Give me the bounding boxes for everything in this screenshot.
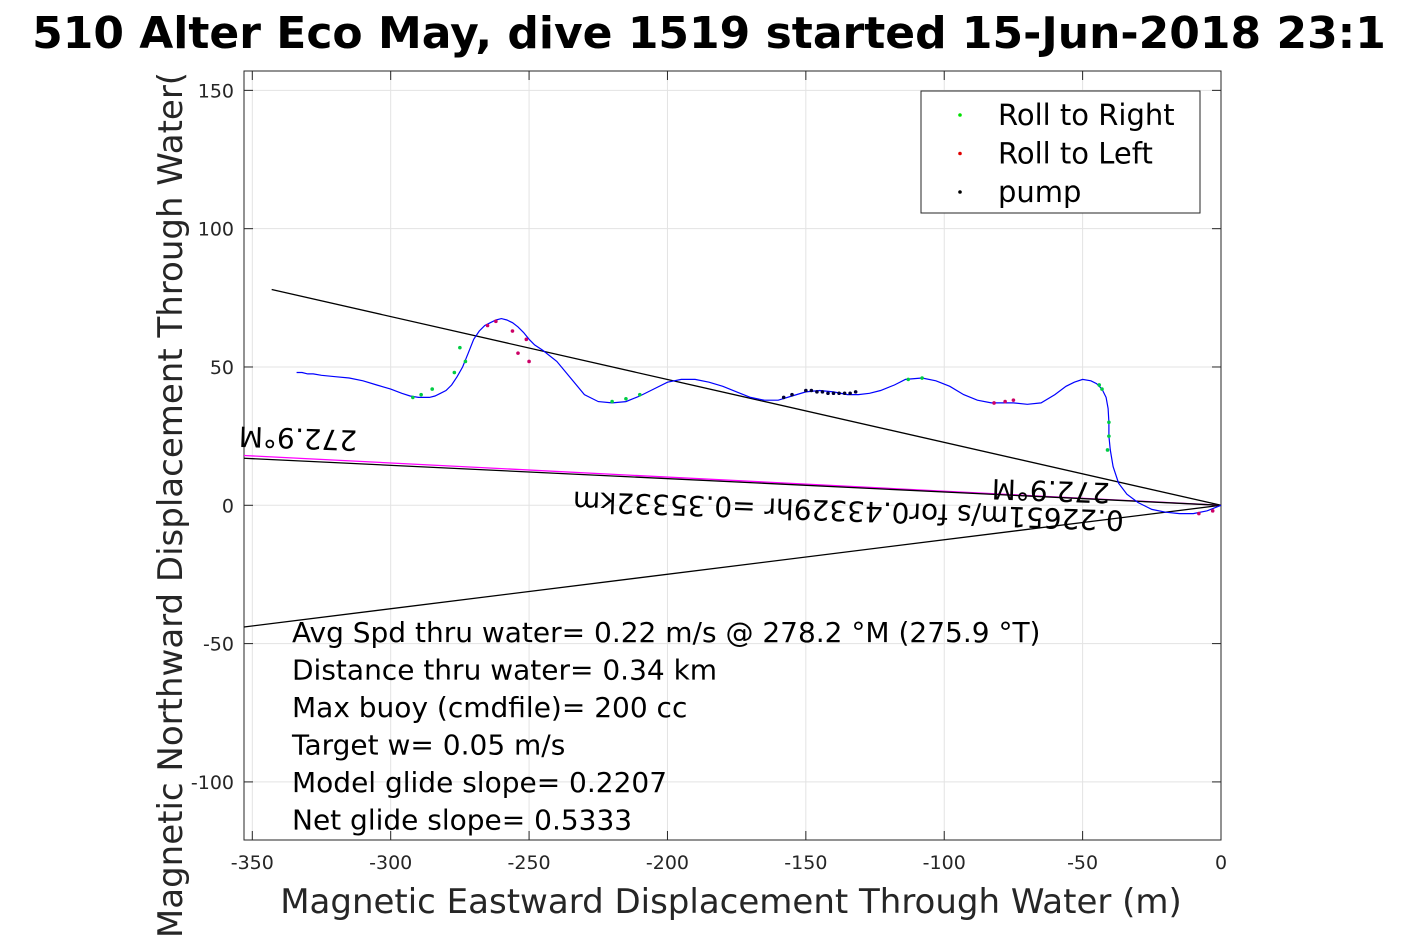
legend-marker: [958, 190, 962, 194]
heading-line: [271, 288, 1222, 506]
annotation-line: Max buoy (cmdfile)= 200 cc: [292, 691, 687, 724]
annotation-line: Model glide slope= 0.2207: [292, 766, 667, 799]
y-tick-label: 100: [198, 219, 234, 241]
axis-ticks: -350 -300 -250 -200 -150 -100 -50 0 -100 -50 0 50 10…: [191, 71, 1227, 874]
pump-point: [842, 391, 847, 396]
roll-right-point: [411, 395, 415, 400]
pump-point: [809, 388, 814, 393]
x-tick-label: 0: [1215, 852, 1227, 874]
rotated-label: 272.9°M: [991, 472, 1110, 509]
x-tick-label: -100: [923, 852, 966, 874]
annotation-line: Distance thru water= 0.34 km: [292, 654, 717, 687]
track: [296, 317, 1222, 516]
y-tick-label: 0: [222, 495, 234, 517]
pump-point: [815, 390, 819, 394]
legend-marker: [958, 113, 962, 117]
roll-left-point: [527, 359, 531, 364]
roll-right-point: [463, 359, 468, 364]
y-tick-label: -50: [203, 634, 234, 656]
x-axis-label: Magnetic Eastward Displacement Through W…: [280, 882, 1182, 922]
roll-left-point: [494, 319, 498, 324]
x-tick-label: -350: [231, 852, 274, 874]
roll-right-point: [624, 396, 628, 401]
pump-point: [804, 388, 808, 393]
annotation-line: Avg Spd thru water= 0.22 m/s @ 278.2 °M …: [292, 616, 1040, 649]
x-tick-label: -50: [1067, 852, 1098, 874]
roll-left-point: [1003, 399, 1007, 404]
legend: Roll to Right Roll to Left pump: [920, 90, 1201, 214]
pump-point: [831, 391, 836, 396]
pump-point: [820, 390, 825, 394]
summary-annotations: Avg Spd thru water= 0.22 m/s @ 278.2 °M …: [291, 616, 1040, 837]
annotation-line: Net glide slope= 0.5333: [292, 804, 632, 837]
roll-right-point: [430, 387, 435, 391]
roll-left-point: [516, 351, 520, 355]
pump-point: [853, 390, 858, 394]
legend-label: pump: [998, 175, 1081, 209]
roll-left-point: [992, 401, 996, 405]
annotation-line: Target w= 0.05 m/s: [291, 729, 565, 762]
roll-right-point: [1107, 434, 1111, 438]
roll-right-point: [1105, 448, 1110, 452]
x-tick-label: -250: [508, 852, 551, 874]
x-tick-label: -300: [369, 852, 412, 874]
pump-point: [837, 391, 841, 396]
legend-marker: [958, 151, 962, 156]
roll-left-point: [485, 323, 490, 328]
roll-right-point: [452, 370, 457, 375]
roll-right-point: [610, 399, 614, 404]
roll-right-point: [920, 376, 924, 380]
roll-right-point: [1100, 387, 1104, 391]
y-tick-label: 150: [198, 80, 234, 102]
legend-label: Roll to Left: [998, 137, 1153, 171]
heading-line: [243, 504, 1222, 628]
y-tick-label: 50: [210, 357, 234, 379]
reference-lines: [243, 288, 1222, 628]
rotated-label: 272.9°M: [238, 419, 357, 456]
y-tick-label: -100: [191, 772, 234, 794]
pump-point: [848, 391, 852, 396]
x-tick-label: -200: [646, 852, 689, 874]
chart-title: 510 Alter Eco May, dive 1519 started 15-…: [32, 8, 1386, 59]
mean-line-inner: [243, 457, 1222, 506]
roll-right-point: [1097, 383, 1102, 387]
pump-point: [826, 391, 830, 396]
pump-point: [790, 392, 794, 397]
x-tick-label: -150: [784, 852, 827, 874]
roll-right-point: [637, 392, 642, 397]
legend-label: Roll to Right: [998, 98, 1175, 132]
legend-box: [920, 90, 1201, 214]
roll-left-point: [524, 337, 529, 342]
roll-left-point: [1011, 398, 1016, 402]
roll-right-point: [1107, 420, 1111, 425]
roll-left-point: [1197, 511, 1201, 516]
pump-point: [781, 395, 786, 400]
roll-left-point: [510, 329, 515, 333]
roll-left-point: [1210, 509, 1215, 513]
roll-right-point: [458, 345, 462, 350]
roll-right-point: [419, 392, 423, 397]
y-axis-label: Magnetic Northward Displacement Through …: [151, 72, 191, 938]
roll-right-point: [906, 377, 911, 382]
